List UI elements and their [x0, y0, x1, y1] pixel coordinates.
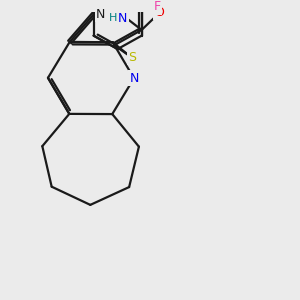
Text: H: H [109, 14, 117, 23]
Text: S: S [128, 51, 136, 64]
Text: N: N [118, 12, 127, 25]
Text: N: N [129, 72, 139, 85]
Text: N: N [96, 8, 106, 21]
Text: F: F [154, 1, 161, 13]
Text: O: O [154, 6, 164, 19]
